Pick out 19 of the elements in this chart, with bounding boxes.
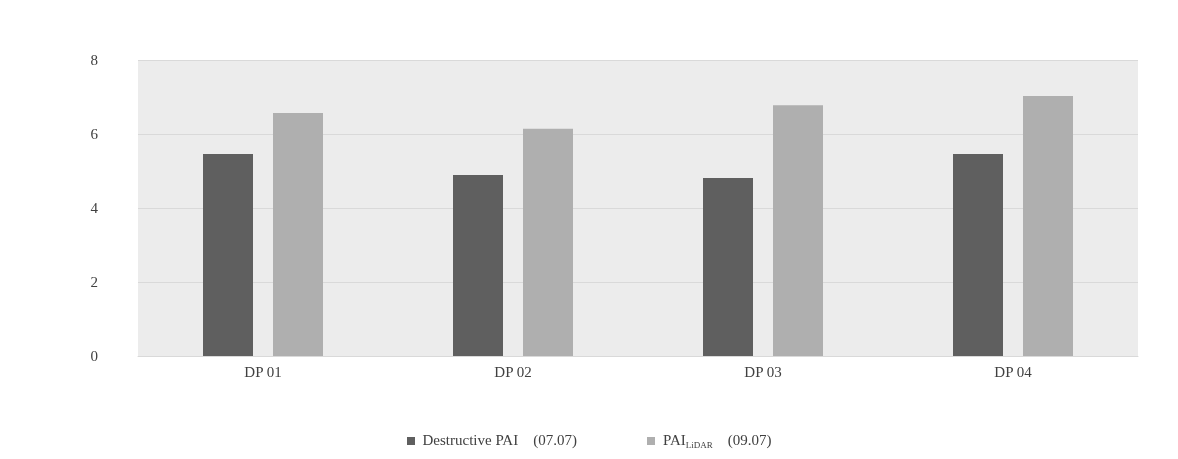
bar — [953, 153, 1003, 356]
bar — [1023, 95, 1073, 356]
bar — [453, 175, 503, 356]
y-tick-label: 8 — [90, 52, 98, 68]
bar — [203, 153, 253, 356]
bar — [703, 178, 753, 356]
y-tick-label: 0 — [90, 348, 98, 364]
y-tick-label: 6 — [90, 126, 99, 142]
x-tick-label: DP 03 — [744, 363, 782, 380]
bar — [273, 112, 323, 356]
bar — [773, 105, 823, 356]
legend-label: Destructive PAI (07.07) — [422, 432, 577, 449]
x-tick-label: DP 02 — [494, 363, 532, 380]
y-tick-label: 4 — [90, 200, 99, 216]
y-tick-label: 2 — [90, 274, 98, 290]
x-tick-label: DP 04 — [994, 363, 1033, 380]
x-tick-label: DP 01 — [244, 363, 282, 380]
bar — [523, 128, 573, 356]
text: PAI$_{LiDAR}$ (09.07) — [662, 432, 772, 450]
